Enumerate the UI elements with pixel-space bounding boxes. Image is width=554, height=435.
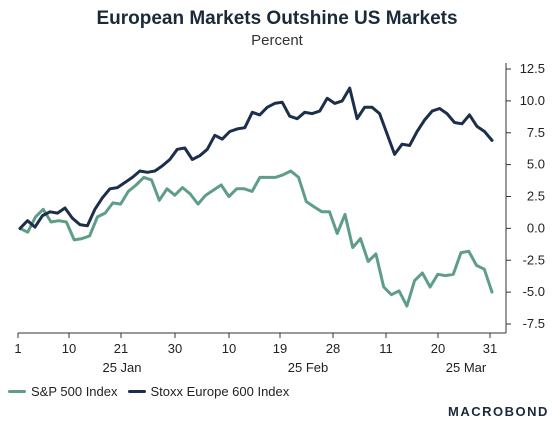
x-tick-label: 10 [222, 341, 236, 356]
series-line-stoxx [18, 86, 494, 230]
month-label: 25 Jan [102, 360, 141, 375]
x-tick-label: 21 [114, 341, 128, 356]
x-tick-label: 20 [431, 341, 445, 356]
legend-label-sp500: S&P 500 Index [31, 384, 118, 399]
series-line-sp500 [18, 169, 494, 308]
x-tick-label: 30 [168, 341, 182, 356]
chart-subtitle: Percent [251, 32, 303, 49]
y-tick-label: 7.5 [527, 125, 545, 140]
legend-swatch-sp500 [8, 390, 26, 393]
x-tick-label: 28 [326, 341, 340, 356]
y-tick-label: 5.0 [527, 157, 545, 172]
x-tick-label: 10 [62, 341, 76, 356]
chart-legend: S&P 500 Index Stoxx Europe 600 Index [8, 384, 289, 399]
brand-logo: MACROBOND [448, 404, 549, 419]
month-label: 25 Feb [288, 360, 328, 375]
y-tick-label: 2.5 [527, 189, 545, 204]
y-tick-label: 12.5 [520, 61, 545, 76]
x-tick-label: 19 [273, 341, 287, 356]
legend-item-stoxx: Stoxx Europe 600 Index [127, 384, 290, 399]
y-tick-label: -7.5 [523, 316, 545, 331]
x-tick-label: 31 [483, 341, 497, 356]
y-tick-label: 0.0 [527, 220, 545, 235]
legend-item-sp500: S&P 500 Index [8, 384, 118, 399]
x-tick-label: 1 [14, 341, 21, 356]
chart-title: European Markets Outshine US Markets [96, 8, 458, 29]
y-tick-label: -2.5 [523, 252, 545, 267]
legend-swatch-stoxx [127, 390, 146, 393]
legend-label-stoxx: Stoxx Europe 600 Index [150, 384, 290, 399]
y-tick-label: -5.0 [523, 284, 545, 299]
month-label: 25 Mar [446, 360, 487, 375]
y-tick-label: 10.0 [520, 93, 545, 108]
x-tick-label: 11 [379, 341, 393, 356]
